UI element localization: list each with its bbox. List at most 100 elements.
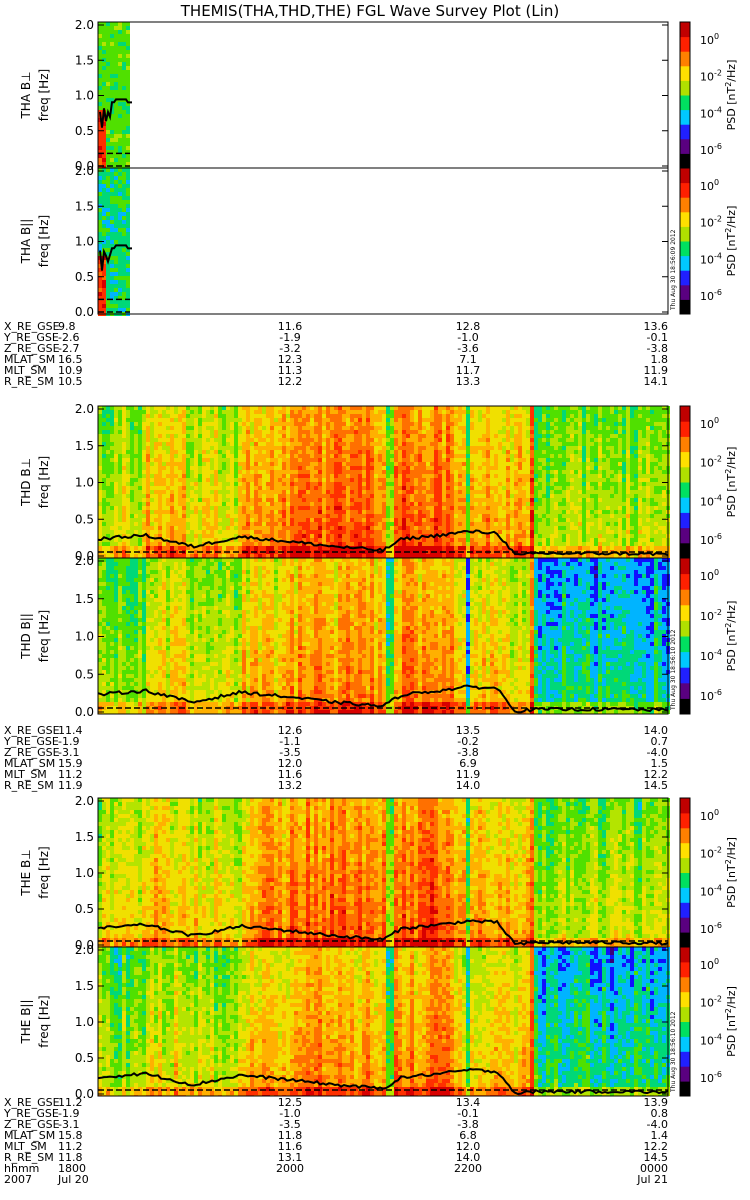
- spectrogram-thd-bpar: [98, 558, 670, 714]
- colorbar-segment: [680, 798, 690, 814]
- colorbar-segment: [680, 95, 690, 111]
- spectrogram-the-bperp: [98, 798, 670, 947]
- spectrogram-tha-bperp: [98, 22, 130, 170]
- ephemeris-value: -3.5: [279, 746, 300, 759]
- ephemeris-value: 14.0: [644, 724, 669, 737]
- colorbar-segment: [680, 991, 690, 1008]
- colorbar-tick: 10-6: [700, 1070, 722, 1085]
- plot-title: THEMIS(THA,THD,THE) FGL Wave Survey Plot…: [180, 2, 559, 20]
- colorbar-tick: 10-4: [700, 251, 722, 266]
- colorbar-segment: [680, 284, 690, 300]
- colorbar-segment: [680, 872, 690, 888]
- ephemeris-value: 13.9: [644, 1096, 669, 1109]
- colorbar-segment: [680, 241, 690, 257]
- spectrogram-tha-bpar: [98, 168, 130, 316]
- colorbar-tick: 10-6: [700, 288, 722, 303]
- ephemeris-value: 11.2: [58, 1140, 83, 1153]
- ephemeris-value: 6.8: [459, 1129, 477, 1142]
- ephemeris-value: -4.0: [647, 746, 668, 759]
- y-tick-label: 0.0: [75, 549, 94, 563]
- y-tick-label: 1.0: [75, 476, 94, 490]
- colorbar-tick: 10-6: [700, 142, 722, 157]
- panel-label: THD B⊥: [19, 458, 33, 507]
- colorbar-segment: [680, 436, 690, 453]
- panel-label: THE B⊥: [19, 849, 33, 896]
- ephemeris-label: MLT_SM: [4, 364, 47, 377]
- ephemeris-value: -0.2: [457, 735, 478, 748]
- panel-the-bperp: 0.0 0.5 1.0 1.5 2.0 freq [Hz] THE B⊥ 100 10-2 10-…: [19, 794, 738, 952]
- colorbar-segment: [680, 512, 690, 529]
- colorbar-segment: [680, 902, 690, 918]
- colorbar-segment: [680, 1081, 690, 1097]
- y-tick-label: 1.0: [75, 89, 94, 103]
- ephemeris-label: Y_RE_GSE: [3, 735, 59, 748]
- ephemeris-label: Y_RE_GSE: [3, 331, 59, 344]
- colorbar-tick: 100: [700, 178, 719, 193]
- colorbar-segment: [680, 917, 690, 933]
- y-axis-tha-bpar: 0.0 0.5 1.0 1.5 2.0 freq [Hz] THA B||: [19, 164, 668, 319]
- y-tick-label: 0.5: [75, 512, 94, 526]
- ephemeris-value: 12.0: [278, 757, 303, 770]
- colorbar-segment: [680, 887, 690, 903]
- y-tick-label: 1.0: [75, 235, 94, 249]
- panel-tha-bperp: 0.0 0.5 1.0 1.5 2.0 freq [Hz] THA B⊥ 100 10-2 10-…: [19, 18, 738, 173]
- colorbar-tick: 10-6: [700, 688, 722, 703]
- ephemeris-value: 12.0: [456, 1140, 481, 1153]
- y-tick-label: 2.0: [75, 164, 94, 178]
- y-axis-label: freq [Hz]: [37, 846, 51, 898]
- ephemeris-value: 6.9: [459, 757, 477, 770]
- fce-lines-the-bperp: [97, 919, 669, 946]
- colorbar-segment: [680, 466, 690, 483]
- ephemeris-value: 2200: [454, 1162, 482, 1175]
- timestamp-stamp: Thu Aug 30 18:56:10 2012: [670, 1011, 677, 1093]
- y-tick-label: 0.0: [75, 305, 94, 319]
- colorbar-segment: [680, 812, 690, 829]
- timestamp-stamp: Thu Aug 30 18:56:10 2012: [670, 629, 677, 711]
- y-tick-label: 1.0: [75, 630, 94, 644]
- ephemeris-value: -1.0: [279, 1107, 300, 1120]
- colorbar-label: PSD [nT2/Hz]: [724, 447, 738, 518]
- ephemeris-value: 7.1: [459, 353, 477, 366]
- colorbar-segment: [680, 527, 690, 544]
- ephemeris-value: 11.6: [278, 320, 303, 333]
- y-axis-the-bperp: 0.0 0.5 1.0 1.5 2.0 freq [Hz] THE B⊥: [19, 794, 668, 952]
- y-tick-label: 2.0: [75, 554, 94, 568]
- ephemeris-value: 11.2: [58, 1096, 83, 1109]
- y-axis-label: freq [Hz]: [37, 995, 51, 1047]
- ephemeris-value: 13.2: [278, 779, 303, 792]
- colorbar-segment: [680, 497, 690, 513]
- colorbar-tick: 10-6: [700, 921, 722, 936]
- colorbar-segment: [680, 138, 690, 154]
- y-tick-label: 2.0: [75, 402, 94, 416]
- y-axis-label: freq [Hz]: [37, 610, 51, 662]
- colorbar-tick: 10-4: [700, 105, 722, 120]
- y-tick-label: 0.5: [75, 270, 94, 284]
- y-tick-label: 1.5: [75, 53, 94, 67]
- colorbar-segment: [680, 226, 690, 242]
- ephemeris-label: MLAT_SM: [4, 1129, 55, 1142]
- ephemeris-value: 13.1: [278, 1151, 303, 1164]
- ephemeris-value: 11.9: [58, 779, 83, 792]
- y-axis-thd-bperp: 0.0 0.5 1.0 1.5 2.0 freq [Hz] THD B⊥: [19, 402, 668, 563]
- ephemeris-value: 0.8: [651, 1107, 669, 1120]
- colorbar-segment: [680, 168, 690, 184]
- ephemeris-value: 13.3: [456, 375, 481, 388]
- ephemeris-label: R_RE_SM: [4, 779, 54, 792]
- colorbar-label: PSD [nT2/Hz]: [724, 986, 738, 1057]
- colorbar-tick: 10-4: [700, 883, 722, 898]
- colorbar-label: PSD [nT2/Hz]: [724, 837, 738, 908]
- ephemeris-label: MLAT_SM: [4, 353, 55, 366]
- y-tick-label: 0.0: [75, 1087, 94, 1101]
- colorbar-segment: [680, 1051, 690, 1067]
- y-tick-label: 0.0: [75, 938, 94, 952]
- colorbar-segment: [680, 961, 690, 978]
- ephemeris-label: Y_RE_GSE: [3, 1107, 59, 1120]
- panel-label: THE B||: [19, 999, 33, 1044]
- ephemeris-value: 13.6: [644, 320, 669, 333]
- y-tick-label: 1.0: [75, 1015, 94, 1029]
